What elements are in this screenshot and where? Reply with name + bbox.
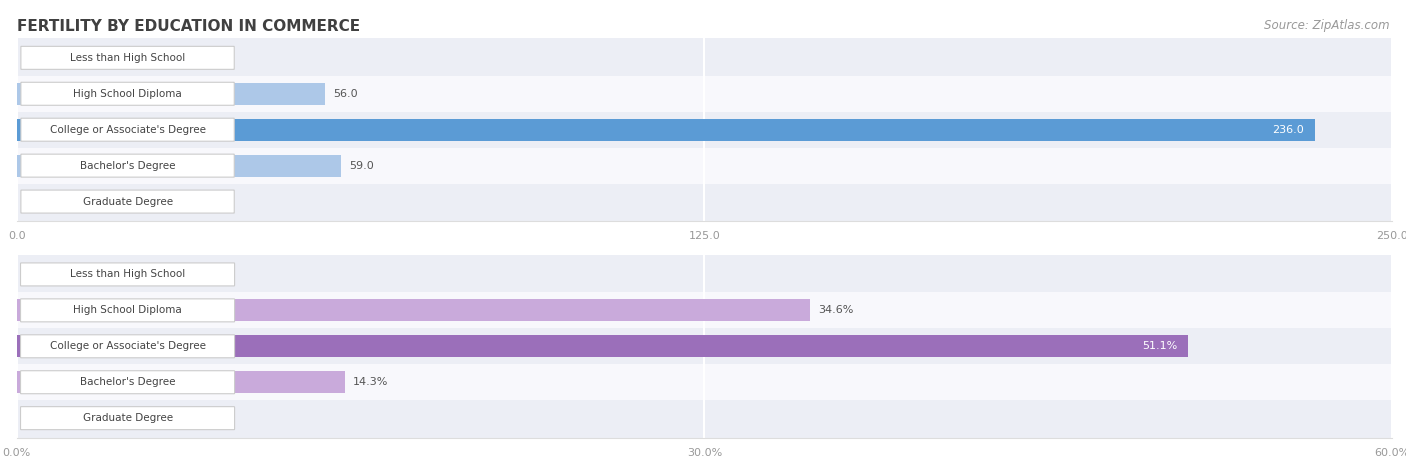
Text: FERTILITY BY EDUCATION IN COMMERCE: FERTILITY BY EDUCATION IN COMMERCE [17,19,360,34]
FancyBboxPatch shape [21,263,235,286]
Text: 0.0%: 0.0% [25,269,53,279]
FancyBboxPatch shape [21,190,235,213]
Text: Bachelor's Degree: Bachelor's Degree [80,377,176,387]
Bar [17,112,1392,148]
Bar [17,257,1392,292]
FancyBboxPatch shape [21,335,235,358]
FancyBboxPatch shape [21,407,235,430]
FancyBboxPatch shape [21,371,235,394]
Text: 14.3%: 14.3% [353,377,388,387]
Text: High School Diploma: High School Diploma [73,89,181,99]
Bar [17,364,1392,400]
FancyBboxPatch shape [21,118,235,141]
Bar [17,119,1315,141]
Text: Graduate Degree: Graduate Degree [83,413,173,423]
Text: 0.0: 0.0 [25,53,42,63]
Text: 56.0: 56.0 [333,89,357,99]
Bar [17,299,810,321]
Text: 0.0%: 0.0% [25,413,53,423]
Text: 236.0: 236.0 [1272,125,1303,135]
Bar [17,148,1392,184]
Bar [17,400,1392,436]
Text: Bachelor's Degree: Bachelor's Degree [80,160,176,170]
FancyBboxPatch shape [21,46,235,69]
Text: 51.1%: 51.1% [1142,341,1177,351]
Bar [17,328,1392,364]
FancyBboxPatch shape [21,82,235,105]
Text: 0.0: 0.0 [25,197,42,207]
Bar [17,155,342,177]
Text: College or Associate's Degree: College or Associate's Degree [49,125,205,135]
Text: Graduate Degree: Graduate Degree [83,197,173,207]
Text: Source: ZipAtlas.com: Source: ZipAtlas.com [1264,19,1389,32]
Text: Less than High School: Less than High School [70,53,186,63]
Bar [17,76,1392,112]
Text: 59.0: 59.0 [350,160,374,170]
Text: High School Diploma: High School Diploma [73,306,181,316]
Bar [17,184,1392,219]
Bar [17,40,1392,76]
Text: Less than High School: Less than High School [70,269,186,279]
Bar [17,335,1188,357]
FancyBboxPatch shape [21,299,235,322]
Bar [17,292,1392,328]
Bar [17,83,325,105]
Text: College or Associate's Degree: College or Associate's Degree [49,341,205,351]
Bar [17,371,344,393]
FancyBboxPatch shape [21,154,235,177]
Text: 34.6%: 34.6% [818,306,853,316]
